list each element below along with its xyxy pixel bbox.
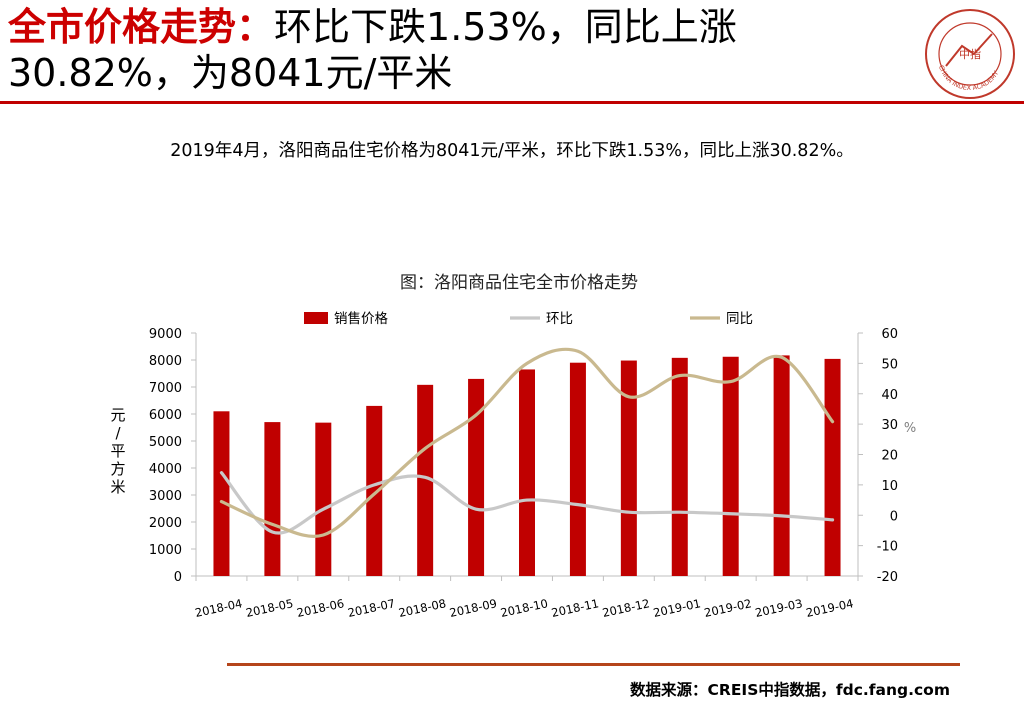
y-tick-label: 3000 — [149, 489, 182, 504]
x-axis: 2018-04 2018-05 2018-06 2018-07 2018-08 2018-… — [194, 575, 859, 620]
x-tick-label: 2018-06 — [296, 596, 346, 620]
bar-price — [417, 384, 434, 576]
y-axis-left: 0 1000 2000 3000 4000 5000 6000 7000 8000 9000 — [149, 327, 197, 585]
y-axis-label-char: 米 — [110, 478, 125, 496]
y2-tick-label: 50 — [881, 357, 898, 372]
china-index-academy-seal-icon: 中指 CHINA INDEX ACADEMY — [925, 9, 1015, 99]
x-tick-label: 2018-10 — [499, 596, 549, 620]
logo-center-text: 中指 — [959, 47, 981, 61]
y2-tick-label: -20 — [877, 570, 898, 585]
x-tick-label: 2019-01 — [652, 596, 702, 620]
summary-text: 2019年4月，洛阳商品住宅价格为8041元/平米，环比下跌1.53%，同比上涨… — [170, 141, 854, 161]
y-axis-label: 元/平方米 — [110, 406, 125, 496]
bar-price — [519, 369, 535, 576]
y-tick-label: 8000 — [149, 354, 182, 369]
data-source: 数据来源：CREIS中指数据，fdc.fang.com — [630, 681, 950, 699]
y-axis-label-char: 元 — [110, 406, 125, 424]
x-tick-label: 2018-07 — [346, 596, 396, 620]
y2-tick-label: 10 — [881, 479, 898, 494]
x-tick-label: 2018-08 — [397, 596, 447, 620]
bar-price — [671, 357, 688, 576]
chart-title: 图：洛阳商品住宅全市价格走势 — [400, 273, 638, 293]
bar-price — [213, 411, 230, 576]
line-yoy — [219, 347, 835, 538]
bar-price — [620, 360, 637, 576]
y-tick-label: 1000 — [149, 543, 182, 558]
line-series-group — [219, 347, 835, 538]
y-tick-label: 6000 — [149, 408, 182, 423]
y-tick-label: 5000 — [149, 435, 182, 450]
y2-tick-label: -10 — [877, 540, 898, 555]
page-title: 全市价格走势：环比下跌1.53%，同比上涨 30.82%，为8041元/平米 — [8, 4, 908, 96]
bar-price — [722, 356, 739, 576]
page-title-highlight: 全市价格走势： — [8, 5, 275, 49]
y-axis-label-char: / — [115, 424, 121, 442]
x-tick-label: 2019-04 — [805, 596, 855, 620]
y-axis-label-char: 方 — [110, 460, 125, 478]
legend-label: 环比 — [546, 311, 573, 327]
y-tick-label: 2000 — [149, 516, 182, 531]
x-tick-label: 2018-11 — [550, 596, 600, 620]
y-tick-label: 9000 — [149, 327, 182, 342]
y-tick-label: 4000 — [149, 462, 182, 477]
bar-price — [824, 358, 841, 576]
page-title-line2: 30.82%，为8041元/平米 — [8, 51, 453, 95]
bar-series-group — [213, 355, 841, 576]
y2-tick-label: 40 — [881, 388, 898, 403]
y-tick-label: 0 — [174, 570, 182, 585]
line-mom — [219, 471, 835, 535]
y2-tick-label: 60 — [881, 327, 898, 342]
y2-tick-label: 30 — [881, 418, 898, 433]
footer-divider — [227, 663, 960, 666]
bar-price — [569, 362, 586, 576]
x-tick-label: 2019-02 — [703, 596, 753, 620]
legend-label: 同比 — [726, 311, 753, 327]
y2-tick-label: 0 — [890, 509, 898, 524]
bar-price — [315, 422, 332, 576]
y-tick-label: 7000 — [149, 381, 182, 396]
chart-legend: 销售价格 环比 同比 — [304, 311, 753, 327]
x-tick-label: 2018-12 — [601, 596, 651, 620]
bar-price — [773, 355, 790, 576]
x-tick-label: 2018-09 — [448, 596, 498, 620]
title-divider — [0, 101, 1024, 104]
y-axis-label-char: 平 — [110, 442, 125, 460]
x-tick-label: 2018-05 — [245, 596, 295, 620]
legend-label: 销售价格 — [334, 311, 388, 327]
y-axis-right: -20 -10 0 10 20 30 40 50 60 — [857, 327, 898, 585]
bar-price — [366, 405, 383, 576]
page-title-line1: 全市价格走势：环比下跌1.53%，同比上涨 — [8, 4, 908, 50]
price-trend-chart: 图：洛阳商品住宅全市价格走势 销售价格 环比 同比 0100020003000400… — [110, 273, 916, 620]
y2-axis-label: % — [904, 421, 916, 436]
x-tick-label: 2018-04 — [194, 596, 244, 620]
y2-tick-label: 20 — [881, 449, 898, 464]
page-title-rest: 环比下跌1.53%，同比上涨 — [274, 5, 737, 49]
legend-swatch-price — [304, 312, 328, 324]
x-tick-label: 2019-03 — [754, 596, 804, 620]
bar-price — [468, 378, 485, 576]
bar-price — [264, 422, 281, 576]
